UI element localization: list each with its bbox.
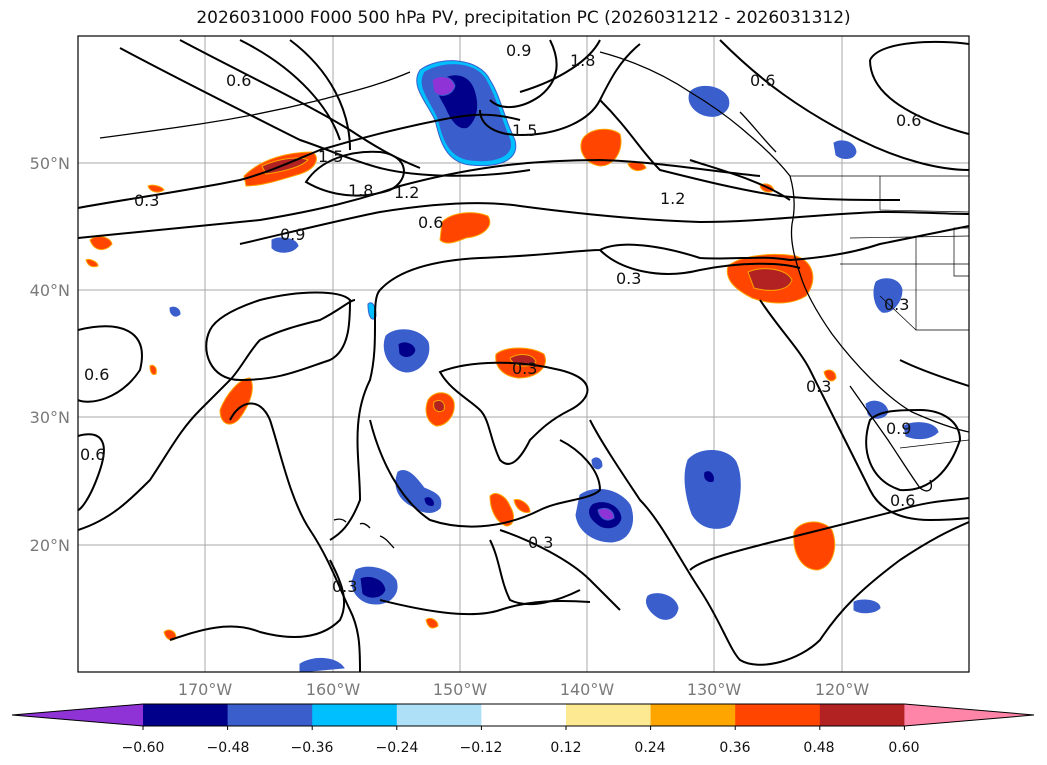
pv-contours	[78, 39, 969, 672]
map-title: 2026031000 F000 500 hPa PV, precipitatio…	[196, 8, 851, 28]
colorbar-segment	[481, 704, 567, 726]
contour-label: 0.9	[280, 225, 305, 244]
contour-label: 0.9	[886, 419, 911, 438]
contour-label: 0.3	[332, 577, 357, 596]
colorbar-segment	[735, 704, 821, 726]
colorbar-segment	[819, 704, 905, 726]
contour-label: 0.6	[750, 71, 775, 90]
precip-blob-bc-coast	[688, 85, 730, 117]
contour-label: 1.8	[570, 51, 595, 70]
colorbar-ticks: −0.60 −0.48 −0.36 −0.24 −0.12 0.12 0.24 …	[122, 740, 920, 756]
lat-label: 30°N	[30, 408, 70, 427]
contour-label: 0.6	[226, 71, 251, 90]
lon-label: 120°W	[815, 680, 870, 699]
contour-label: 1.8	[348, 181, 373, 200]
precip-negative-areas	[169, 60, 939, 672]
latitude-labels: 50°N 40°N 30°N 20°N	[30, 154, 70, 555]
colorbar-tick: −0.48	[207, 740, 250, 756]
lat-label: 50°N	[30, 154, 70, 173]
colorbar-tick: −0.12	[460, 740, 503, 756]
longitude-labels: 170°W 160°W 150°W 140°W 130°W 120°W	[178, 680, 870, 699]
colorbar-segment	[566, 704, 652, 726]
colorbar-segment	[396, 704, 482, 726]
contour-label: 0.3	[884, 295, 909, 314]
colorbar-tick: −0.24	[376, 740, 419, 756]
colorbar-tick: 0.48	[803, 740, 834, 756]
contour-label: 1.5	[318, 147, 343, 166]
contour-label: 1.5	[512, 121, 537, 140]
pv-contour-0.3-north	[78, 113, 521, 209]
contour-label: 1.2	[394, 183, 419, 202]
lon-label: 140°W	[560, 680, 615, 699]
lon-label: 150°W	[433, 680, 488, 699]
contour-label: 0.3	[512, 359, 537, 378]
contour-label: 0.9	[506, 41, 531, 60]
lon-label: 170°W	[178, 680, 233, 699]
contour-label: 0.6	[890, 491, 915, 510]
colorbar-segment	[312, 704, 398, 726]
colorbar-tick: −0.36	[291, 740, 334, 756]
lon-label: 160°W	[306, 680, 361, 699]
colorbar-extend-min	[12, 704, 143, 726]
contour-label: 0.6	[896, 111, 921, 130]
colorbar-tick: 0.60	[888, 740, 919, 756]
contour-label: 0.6	[80, 445, 105, 464]
contour-label: 1.2	[660, 189, 685, 208]
map-frame	[77, 35, 970, 673]
lon-label: 130°W	[687, 680, 742, 699]
lat-label: 20°N	[30, 536, 70, 555]
contour-label: 0.6	[418, 213, 443, 232]
contour-label: 0.3	[616, 269, 641, 288]
contour-label: 0.3	[134, 191, 159, 210]
lat-label: 40°N	[30, 281, 70, 300]
colorbar-extend-max	[904, 704, 1034, 726]
colorbar-tick: −0.60	[122, 740, 165, 756]
colorbar	[11, 703, 1035, 730]
colorbar-tick: 0.24	[634, 740, 665, 756]
contour-labels: 0.6 0.9 1.8 1.5 0.6 1.5 0.3 1.8 1.2 0.9 …	[80, 41, 921, 596]
colorbar-tick: 0.36	[719, 740, 750, 756]
colorbar-tick: 0.12	[550, 740, 581, 756]
coastlines	[99, 51, 969, 549]
colorbar-segment	[227, 704, 313, 726]
colorbar-segment	[650, 704, 736, 726]
contour-label: 0.3	[806, 377, 831, 396]
colorbar-segment	[143, 704, 229, 726]
contour-label: 0.3	[528, 533, 553, 552]
contour-label: 0.6	[84, 365, 109, 384]
